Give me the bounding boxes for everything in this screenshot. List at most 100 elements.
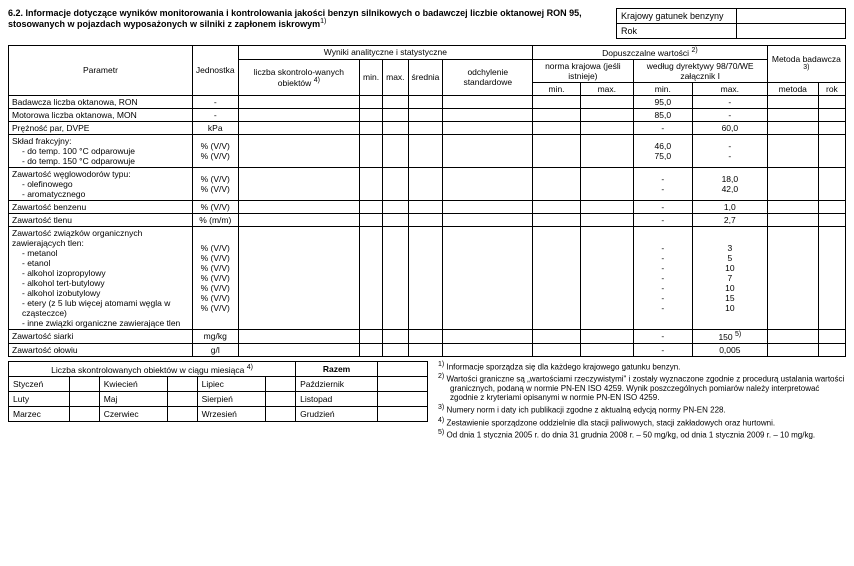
table-cell <box>580 108 633 121</box>
col-jednostka: Jednostka <box>192 46 238 96</box>
table-cell <box>383 226 408 329</box>
table-cell <box>443 226 533 329</box>
dmax-cell: 18,042,0 <box>692 167 767 200</box>
month-value[interactable] <box>69 392 99 407</box>
table-cell <box>533 121 581 134</box>
section-number: 6.2. <box>8 8 23 18</box>
dmax-cell: 35107101510 <box>692 226 767 329</box>
table-cell <box>533 226 581 329</box>
table-cell <box>238 167 359 200</box>
col-wyniki: Wyniki analityczne i statystyczne <box>238 46 533 60</box>
table-cell <box>767 134 818 167</box>
months-row: StyczeńKwiecieńLipiecPaździernik <box>9 377 428 392</box>
meta-label-gatunek: Krajowy gatunek benzyny <box>617 9 737 24</box>
table-cell <box>360 200 383 213</box>
dmin-cell: - <box>633 121 692 134</box>
dmax-cell: 2,7 <box>692 213 767 226</box>
dmax-cell: 1,0 <box>692 200 767 213</box>
table-cell <box>443 108 533 121</box>
footnote-5: 5) Od dnia 1 stycznia 2005 r. do dnia 31… <box>438 429 846 440</box>
table-cell <box>360 343 383 356</box>
table-cell <box>767 167 818 200</box>
unit-cell: % (V/V) <box>192 200 238 213</box>
unit-cell: % (V/V)% (V/V) <box>192 167 238 200</box>
dmin-cell: 85,0 <box>633 108 692 121</box>
table-cell <box>580 343 633 356</box>
table-cell <box>580 134 633 167</box>
table-cell <box>360 108 383 121</box>
table-cell <box>533 108 581 121</box>
table-cell <box>238 108 359 121</box>
table-cell <box>767 329 818 343</box>
table-cell <box>360 121 383 134</box>
dmax-cell: -- <box>692 134 767 167</box>
param-cell: Skład frakcyjny:- do temp. 100 °C odparo… <box>9 134 193 167</box>
month-value[interactable] <box>167 407 197 422</box>
table-cell <box>818 134 845 167</box>
dmin-cell: -- <box>633 167 692 200</box>
month-label: Sierpień <box>197 392 265 407</box>
table-cell <box>767 108 818 121</box>
table-cell <box>533 343 581 356</box>
table-cell <box>580 213 633 226</box>
month-label: Marzec <box>9 407 70 422</box>
meta-value-rok[interactable] <box>737 24 846 39</box>
month-value[interactable] <box>167 377 197 392</box>
table-cell <box>818 343 845 356</box>
unit-cell: g/l <box>192 343 238 356</box>
table-cell <box>408 200 443 213</box>
razem-value[interactable] <box>378 361 428 377</box>
table-row: Skład frakcyjny:- do temp. 100 °C odparo… <box>9 134 846 167</box>
month-value[interactable] <box>378 407 428 422</box>
table-cell <box>818 329 845 343</box>
months-title: Liczba skontrolowanych obiektów w ciągu … <box>9 361 296 377</box>
table-cell <box>443 95 533 108</box>
param-cell: Zawartość węglowodorów typu:- olefinoweg… <box>9 167 193 200</box>
table-cell <box>580 167 633 200</box>
main-table-head: Parametr Jednostka Wyniki analityczne i … <box>9 46 846 96</box>
month-value[interactable] <box>266 392 296 407</box>
month-value[interactable] <box>69 377 99 392</box>
month-value[interactable] <box>266 407 296 422</box>
dmax-cell: - <box>692 108 767 121</box>
table-cell <box>238 121 359 134</box>
month-value[interactable] <box>378 377 428 392</box>
month-value[interactable] <box>167 392 197 407</box>
table-cell <box>443 134 533 167</box>
table-cell <box>360 226 383 329</box>
table-cell <box>238 200 359 213</box>
table-cell <box>443 167 533 200</box>
table-cell <box>238 95 359 108</box>
table-cell <box>383 200 408 213</box>
param-cell: Zawartość siarki <box>9 329 193 343</box>
table-cell <box>238 226 359 329</box>
meta-label-rok: Rok <box>617 24 737 39</box>
month-value[interactable] <box>266 377 296 392</box>
footnote-3: 3) Numery norm i daty ich publikacji zgo… <box>438 404 846 415</box>
dmax-cell: 60,0 <box>692 121 767 134</box>
col-min2: min. <box>533 82 581 95</box>
month-label: Grudzień <box>296 407 378 422</box>
table-cell <box>408 95 443 108</box>
param-cell: Prężność par, DVPE <box>9 121 193 134</box>
col-metoda-sub: metoda <box>767 82 818 95</box>
dmin-cell: - <box>633 329 692 343</box>
dmin-cell: - <box>633 213 692 226</box>
table-cell <box>408 329 443 343</box>
table-cell <box>238 134 359 167</box>
meta-value-gatunek[interactable] <box>737 9 846 24</box>
month-value[interactable] <box>69 407 99 422</box>
unit-cell: % (V/V)% (V/V)% (V/V)% (V/V)% (V/V)% (V/… <box>192 226 238 329</box>
month-label: Maj <box>99 392 167 407</box>
months-row: MarzecCzerwiecWrzesieńGrudzień <box>9 407 428 422</box>
month-label: Wrzesień <box>197 407 265 422</box>
param-cell: Badawcza liczba oktanowa, RON <box>9 95 193 108</box>
dmax-cell: - <box>692 95 767 108</box>
unit-cell: kPa <box>192 121 238 134</box>
month-value[interactable] <box>378 392 428 407</box>
table-cell <box>408 226 443 329</box>
table-cell <box>408 167 443 200</box>
razem-label: Razem <box>296 361 378 377</box>
col-rok-sub: rok <box>818 82 845 95</box>
table-cell <box>533 200 581 213</box>
